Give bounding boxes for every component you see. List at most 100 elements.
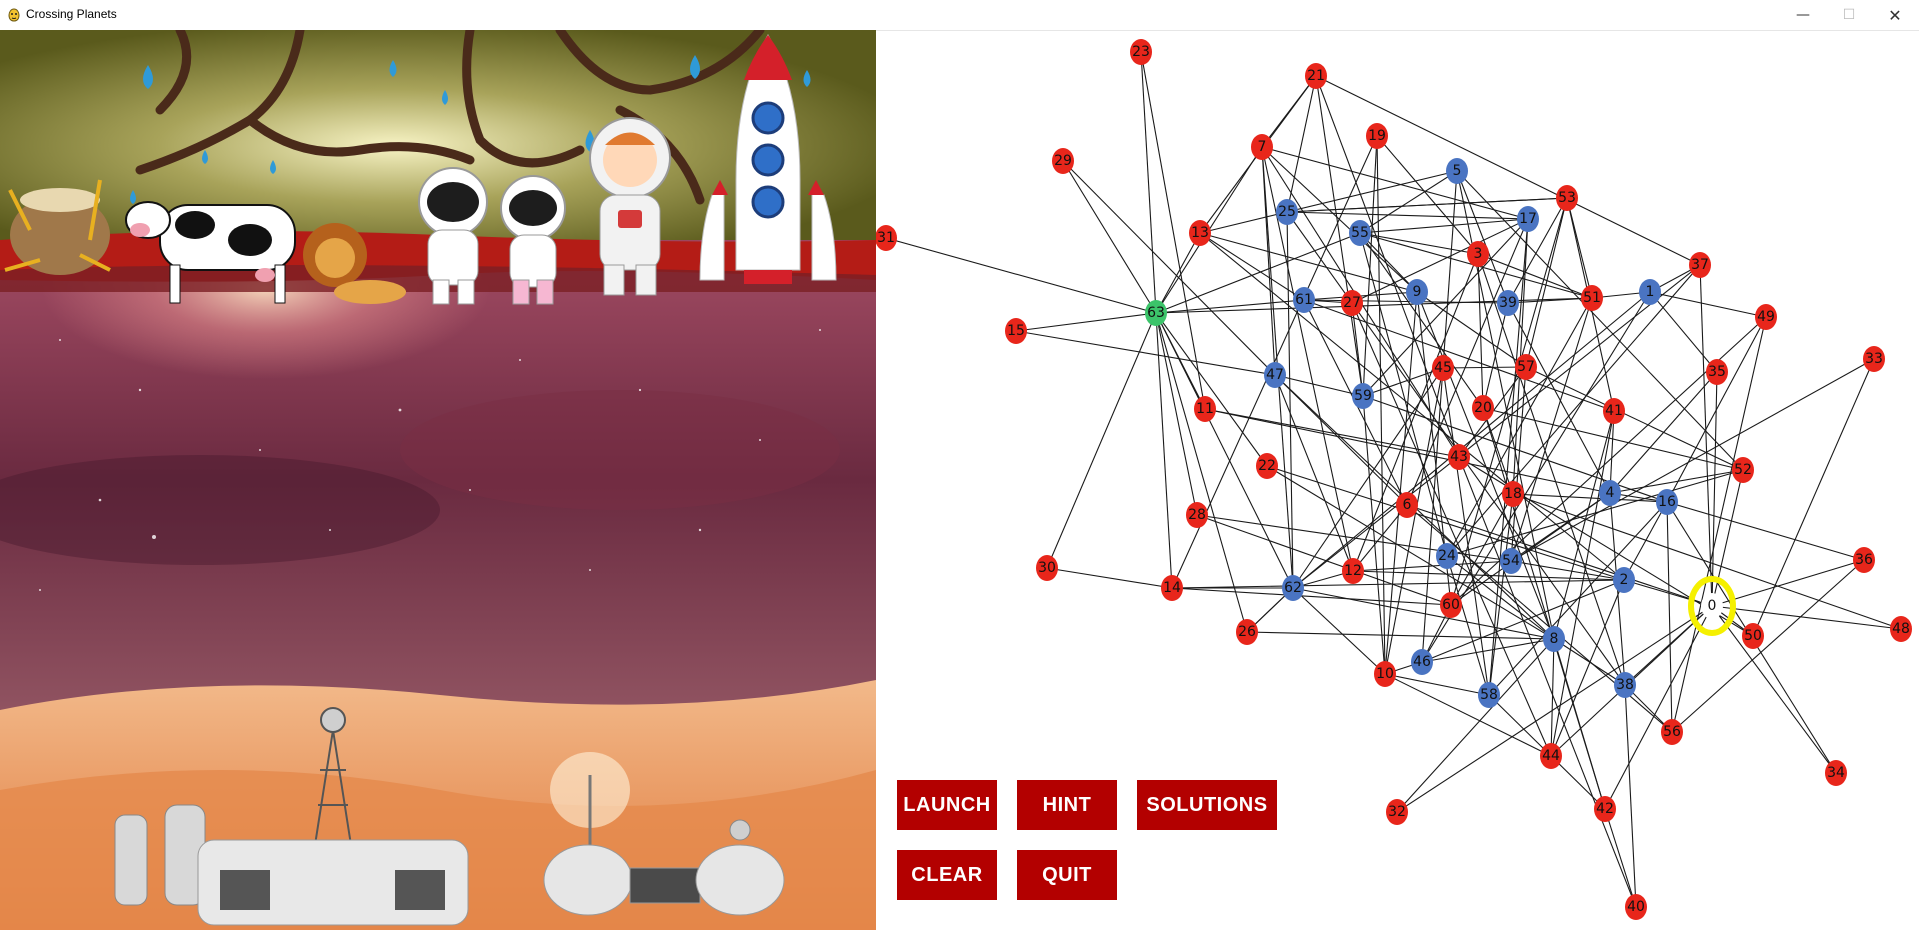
planet-node-57[interactable]: 57 [1515,354,1537,380]
planet-node-circle[interactable] [1440,592,1462,618]
planet-node-circle[interactable] [1305,63,1327,89]
planet-node-33[interactable]: 33 [1863,346,1885,372]
planet-node-circle[interactable] [1256,453,1278,479]
planet-node-circle[interactable] [1374,661,1396,687]
planet-node-circle[interactable] [1189,220,1211,246]
planet-node-circle[interactable] [1411,649,1433,675]
planet-node-circle[interactable] [1194,396,1216,422]
planet-node-35[interactable]: 35 [1706,359,1728,385]
planet-node-circle[interactable] [1732,457,1754,483]
planet-node-56[interactable]: 56 [1661,719,1683,745]
planet-node-3[interactable]: 3 [1467,241,1489,267]
planet-node-20[interactable]: 20 [1472,395,1494,421]
planet-node-12[interactable]: 12 [1342,558,1364,584]
planet-node-62[interactable]: 62 [1282,575,1304,601]
planet-node-60[interactable]: 60 [1440,592,1462,618]
planet-node-41[interactable]: 41 [1603,398,1625,424]
minimize-button[interactable]: — [1796,7,1810,23]
planet-node-27[interactable]: 27 [1341,290,1363,316]
planet-node-circle[interactable] [1005,318,1027,344]
planet-node-circle[interactable] [1293,287,1315,313]
planet-node-4[interactable]: 4 [1599,480,1621,506]
planet-node-36[interactable]: 36 [1853,547,1875,573]
planet-node-14[interactable]: 14 [1161,575,1183,601]
planet-node-circle[interactable] [1467,241,1489,267]
planet-node-circle[interactable] [1517,206,1539,232]
planet-node-29[interactable]: 29 [1052,148,1074,174]
planet-node-circle[interactable] [1052,148,1074,174]
planet-node-circle[interactable] [1625,894,1647,920]
planet-node-circle[interactable] [1701,593,1723,619]
planet-node-61[interactable]: 61 [1293,287,1315,313]
planet-node-1[interactable]: 1 [1639,279,1661,305]
close-button[interactable]: ✕ [1888,5,1902,25]
planet-node-58[interactable]: 58 [1478,682,1500,708]
planet-node-circle[interactable] [1639,279,1661,305]
planet-node-38[interactable]: 38 [1614,672,1636,698]
planet-node-39[interactable]: 39 [1497,290,1519,316]
planet-node-7[interactable]: 7 [1251,134,1273,160]
planet-node-circle[interactable] [1556,185,1578,211]
planet-node-circle[interactable] [1515,354,1537,380]
planet-node-circle[interactable] [1264,362,1286,388]
planet-node-circle[interactable] [1594,796,1616,822]
planet-node-circle[interactable] [1406,279,1428,305]
planet-node-circle[interactable] [1603,398,1625,424]
planet-node-30[interactable]: 30 [1036,555,1058,581]
planet-node-circle[interactable] [1890,616,1912,642]
planet-node-circle[interactable] [1186,502,1208,528]
planet-node-circle[interactable] [1341,290,1363,316]
planet-node-circle[interactable] [1472,395,1494,421]
graph-canvas[interactable]: 23 21 29 19 7 5 53 25 17 55 13 31 3 37 61 27 9 39 51 1 49 63 1… [875,30,1919,930]
hint-button[interactable]: HINT [1017,780,1117,830]
planet-node-11[interactable]: 11 [1194,396,1216,422]
planet-node-circle[interactable] [1432,355,1454,381]
planet-node-16[interactable]: 16 [1656,489,1678,515]
planet-node-37[interactable]: 37 [1689,252,1711,278]
planet-node-circle[interactable] [1436,543,1458,569]
planet-node-54[interactable]: 54 [1500,548,1522,574]
solutions-button[interactable]: SOLUTIONS [1137,780,1277,830]
planet-node-28[interactable]: 28 [1186,502,1208,528]
launch-button[interactable]: LAUNCH [897,780,997,830]
planet-node-circle[interactable] [1448,444,1470,470]
planet-node-46[interactable]: 46 [1411,649,1433,675]
planet-node-32[interactable]: 32 [1386,799,1408,825]
planet-node-circle[interactable] [1581,285,1603,311]
planet-node-34[interactable]: 34 [1825,760,1847,786]
planet-node-circle[interactable] [1446,158,1468,184]
planet-node-circle[interactable] [1661,719,1683,745]
clear-button[interactable]: CLEAR [897,850,997,900]
planet-node-24[interactable]: 24 [1436,543,1458,569]
planet-node-circle[interactable] [1656,489,1678,515]
planet-node-circle[interactable] [1502,481,1524,507]
planet-node-circle[interactable] [1349,220,1371,246]
planet-node-circle[interactable] [1386,799,1408,825]
planet-node-circle[interactable] [1282,575,1304,601]
planet-node-0[interactable]: 0 [1688,576,1736,636]
planet-node-8[interactable]: 8 [1543,626,1565,652]
planet-node-59[interactable]: 59 [1352,383,1374,409]
planet-node-44[interactable]: 44 [1540,743,1562,769]
planet-node-circle[interactable] [1478,682,1500,708]
planet-node-21[interactable]: 21 [1305,63,1327,89]
planet-node-53[interactable]: 53 [1556,185,1578,211]
planet-node-52[interactable]: 52 [1732,457,1754,483]
planet-node-51[interactable]: 51 [1581,285,1603,311]
planet-node-circle[interactable] [1755,304,1777,330]
planet-node-circle[interactable] [1863,346,1885,372]
planet-node-circle[interactable] [1500,548,1522,574]
planet-node-circle[interactable] [875,225,897,251]
maximize-button[interactable]: ☐ [1842,7,1856,23]
planet-node-circle[interactable] [1366,123,1388,149]
planet-node-18[interactable]: 18 [1502,481,1524,507]
planet-node-circle[interactable] [1145,300,1167,326]
planet-node-26[interactable]: 26 [1236,619,1258,645]
planet-node-circle[interactable] [1689,252,1711,278]
planet-node-13[interactable]: 13 [1189,220,1211,246]
planet-node-circle[interactable] [1036,555,1058,581]
planet-node-10[interactable]: 10 [1374,661,1396,687]
planet-node-6[interactable]: 6 [1396,492,1418,518]
planet-node-25[interactable]: 25 [1276,199,1298,225]
planet-node-48[interactable]: 48 [1890,616,1912,642]
